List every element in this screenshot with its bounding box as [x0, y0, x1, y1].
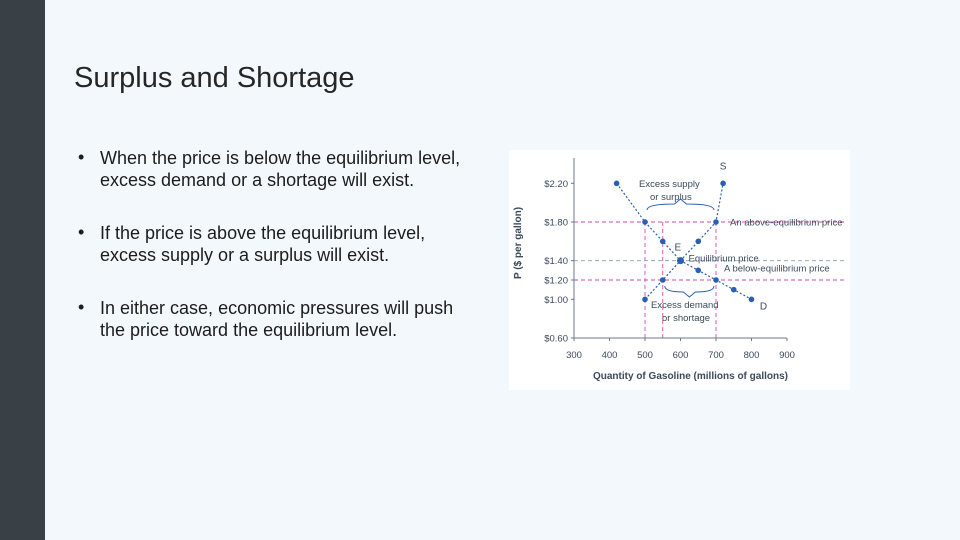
- bullet-dot: •: [78, 147, 85, 167]
- slide-title: Surplus and Shortage: [74, 62, 355, 94]
- supply-demand-chart: $0.60 $1.00 $1.20 $1.40 $1.80 $2.20 300 400 500 6…: [509, 150, 850, 390]
- x-tick-label: 700: [708, 350, 724, 361]
- y-tick-label: $0.60: [544, 334, 568, 345]
- bullet-text: In either case, economic pressures will …: [100, 298, 454, 340]
- excess-demand-label: or shortage: [662, 313, 710, 324]
- excess-supply-label: or surplus: [650, 192, 692, 203]
- surplus-brace: [646, 198, 715, 211]
- y-tick-label: $1.40: [544, 256, 568, 267]
- data-point: [713, 277, 719, 283]
- bullet-dot: •: [78, 297, 85, 317]
- x-tick-label: 600: [673, 350, 689, 361]
- below-price-label: A below-equilibrium price: [724, 263, 830, 274]
- data-point: [642, 219, 648, 225]
- slide-left-bar: [0, 0, 45, 540]
- data-point: [730, 286, 737, 293]
- data-point: [659, 238, 666, 245]
- equilibrium-price-label: Equilibrium price: [689, 254, 759, 265]
- data-point: [748, 296, 755, 303]
- series-label-d: D: [760, 301, 767, 312]
- bullet-item: • If the price is above the equilibrium …: [78, 222, 478, 266]
- series-line-s: [644, 183, 724, 300]
- bullet-dot: •: [78, 222, 85, 242]
- y-tick-label: $1.00: [544, 295, 568, 306]
- bullet-item: • When the price is below the equilibriu…: [78, 147, 478, 191]
- series-label-s: S: [720, 161, 727, 172]
- data-point: [613, 180, 620, 187]
- x-axis-label: Quantity of Gasoline (millions of gallon…: [593, 371, 788, 382]
- y-axis-label: P ($ per gallon): [513, 207, 524, 279]
- data-point: [642, 296, 648, 303]
- above-price-label: An above-equilibrium price: [730, 218, 842, 229]
- y-tick-label: $1.80: [544, 218, 568, 229]
- equilibrium-label: E: [675, 243, 682, 254]
- data-point: [695, 238, 702, 245]
- bullet-list: • When the price is below the equilibriu…: [78, 147, 478, 341]
- excess-supply-label: Excess supply: [639, 179, 700, 190]
- x-tick-label: 800: [744, 350, 760, 361]
- x-tick-label: 400: [602, 350, 618, 361]
- data-point: [695, 267, 702, 274]
- x-tick-label: 900: [779, 350, 795, 361]
- x-tick-label: 500: [637, 350, 653, 361]
- shortage-brace: [664, 285, 715, 298]
- equilibrium-point: [677, 257, 684, 265]
- chart-svg: $0.60 $1.00 $1.20 $1.40 $1.80 $2.20 300 400 500 6…: [513, 158, 847, 382]
- data-point: [720, 180, 726, 187]
- excess-demand-label: Excess demand: [651, 300, 719, 311]
- y-tick-label: $1.20: [544, 276, 568, 287]
- y-tick-label: $2.20: [544, 179, 568, 190]
- bullet-text: When the price is below the equilibrium …: [100, 148, 461, 190]
- series-line-d: [616, 182, 752, 300]
- bullet-text: If the price is above the equilibrium le…: [100, 223, 426, 265]
- x-tick-label: 300: [566, 350, 582, 361]
- bullet-item: • In either case, economic pressures wil…: [78, 297, 478, 341]
- data-point: [713, 219, 719, 225]
- data-point: [659, 277, 666, 283]
